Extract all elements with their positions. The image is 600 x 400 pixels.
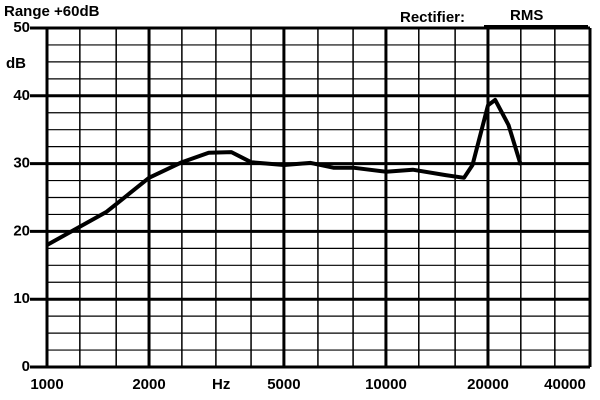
x-axis-label: Hz [212,376,230,393]
response-curve [46,97,523,247]
rectifier-value: RMS [510,7,543,24]
y-tick-label: 50 [13,19,30,36]
x-tick-label: 5000 [267,376,300,393]
x-tick-label: 2000 [132,376,165,393]
rectifier-label: Rectifier: [400,9,465,26]
x-tick-label: 40000 [544,376,586,393]
y-tick-label: 0 [22,358,30,375]
x-tick-label: 1000 [30,376,63,393]
chart-title: Range +60dB [4,3,100,20]
y-tick-label: 20 [13,222,30,239]
y-tick-label: 30 [13,155,30,172]
x-tick-label: 10000 [365,376,407,393]
y-tick-label: 10 [13,290,30,307]
y-tick-label: 40 [13,87,30,104]
y-axis-label: dB [6,55,26,72]
x-tick-label: 20000 [467,376,509,393]
